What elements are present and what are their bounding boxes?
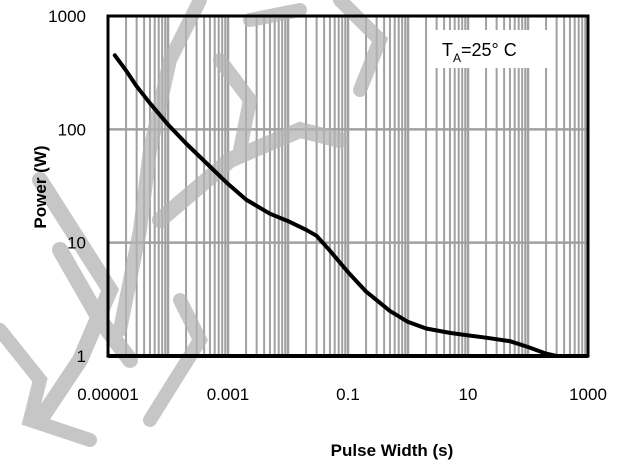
x-tick-label: 10: [459, 385, 478, 404]
x-tick-label: 0.00001: [77, 385, 138, 404]
annotation-text: TA=25° C: [442, 40, 517, 65]
annotation-main: T: [442, 40, 453, 60]
watermark-logo: [0, 0, 389, 447]
y-tick-label: 100: [58, 120, 86, 139]
annotation-subscript: A: [453, 51, 461, 65]
x-axis-title: Pulse Width (s): [331, 441, 454, 460]
y-tick-labels: 1 10 100 1000: [48, 7, 86, 366]
watermark-stroke-6: [213, 53, 258, 157]
annotation-background: [432, 30, 550, 68]
watermark-stroke-3: [32, 172, 120, 428]
power-curve-line: [112, 53, 572, 358]
series-layer: [112, 53, 572, 358]
annotation-rest: =25° C: [461, 40, 517, 60]
x-tick-label: 0.001: [207, 385, 250, 404]
watermark-stroke-7: [333, 0, 389, 97]
watermark-stroke-5: [152, 121, 348, 228]
x-tick-label: 0.1: [336, 385, 360, 404]
watermark-stroke-4: [52, 242, 138, 368]
x-tick-label: 1000: [569, 385, 607, 404]
temperature-annotation: TA=25° C: [432, 30, 550, 68]
y-tick-label: 1000: [48, 7, 86, 26]
y-tick-label: 1: [77, 347, 86, 366]
y-axis-title: Power (W): [31, 145, 50, 228]
watermark-stroke-9: [143, 293, 209, 427]
watermark-stroke-2: [113, 0, 207, 337]
x-tick-labels: 0.00001 0.001 0.1 10 1000: [77, 385, 607, 404]
watermark-stroke-8: [0, 323, 97, 447]
y-tick-label: 10: [67, 234, 86, 253]
